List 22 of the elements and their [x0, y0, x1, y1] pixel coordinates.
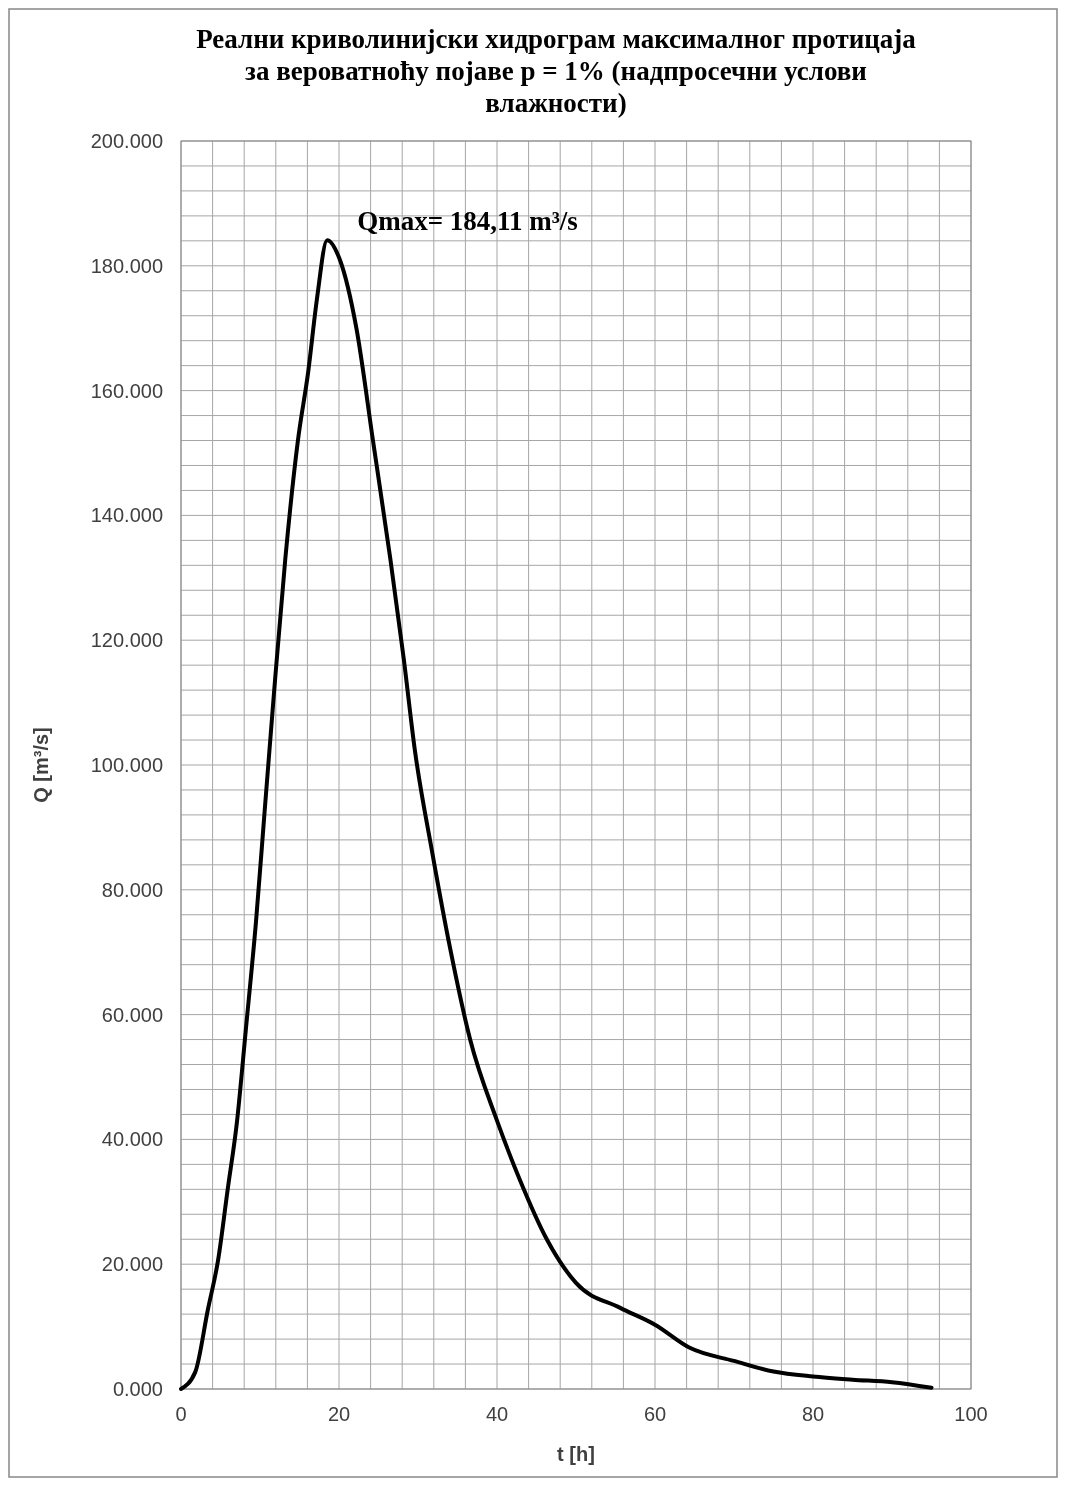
x-tick-label: 40: [485, 1403, 509, 1425]
y-tick-label: 180.000: [90, 254, 163, 277]
y-tick-label: 60.000: [101, 1003, 163, 1026]
y-tick-label: 20.000: [101, 1253, 163, 1276]
y-axis-title: Q [m³/s]: [30, 727, 52, 803]
annotation: Qmax= 184,11 m³/s: [357, 206, 578, 237]
y-tick-label: 200.000: [90, 130, 163, 152]
y-tick-label: 100.000: [90, 754, 163, 776]
y-tick-label: 0.000: [112, 1378, 163, 1400]
y-tick-label: 160.000: [90, 379, 163, 402]
x-tick-label: 20: [327, 1403, 351, 1425]
x-tick-label: 80: [801, 1403, 825, 1425]
line-series: [179, 238, 934, 1391]
y-tick-label: 140.000: [90, 504, 163, 527]
x-tick-label: 0: [175, 1403, 187, 1425]
x-tick-label: 100: [954, 1403, 988, 1425]
chart-title: Реални криволинијски хидрограм максималног протицаја за вероватноћу појаве p = 1% (надпросечни услови влажности): [196, 24, 917, 118]
x-tick-label: 60: [643, 1403, 667, 1425]
y-tick-label: 80.000: [101, 878, 163, 901]
y-tick-label: 40.000: [101, 1128, 163, 1151]
x-axis-title: t [h]: [557, 1443, 595, 1465]
y-tick-label: 120.000: [90, 629, 163, 652]
